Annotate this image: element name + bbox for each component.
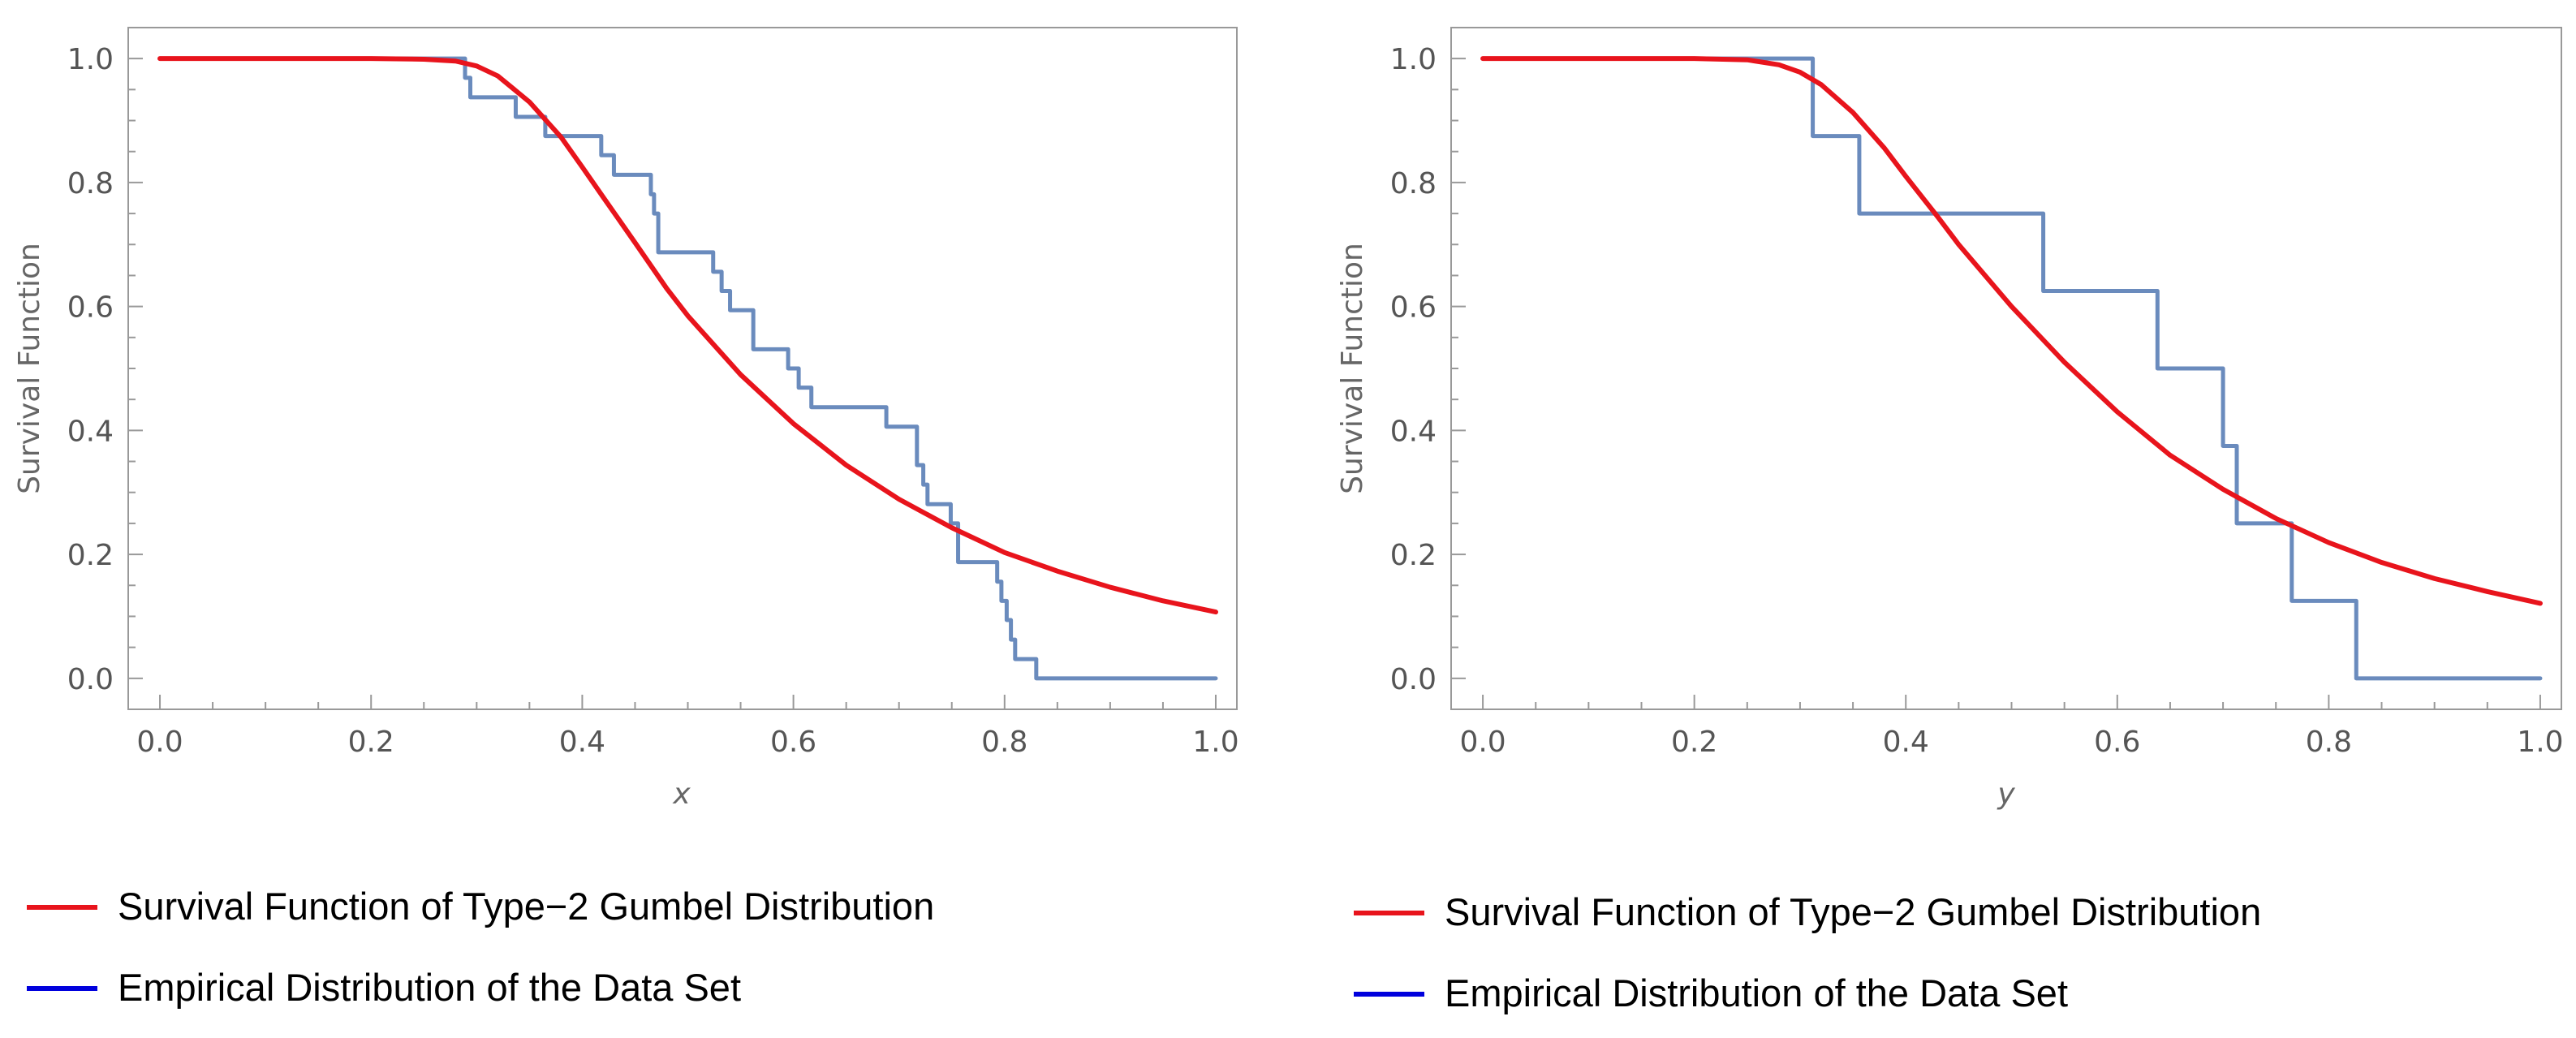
- x-tick-label: 0.8: [2306, 726, 2352, 759]
- legend-label-empirical-right: Empirical Distribution of the Data Set: [1445, 971, 2068, 1014]
- x-tick-label: 0.2: [1671, 726, 1717, 759]
- x-tick-label: 1.0: [1192, 726, 1238, 759]
- chart-left: 0.00.20.40.60.81.0 0.0 0.2 0.4 0.6 0.8 1.0 x …: [13, 27, 1239, 1009]
- series-line-empirical: [1480, 56, 2543, 681]
- y-ticks-left: 0.0 0.2 0.4 0.6 0.8 1.0: [67, 43, 143, 696]
- x-tick-label: 0.0: [136, 726, 183, 759]
- y-tick-label: 0.6: [67, 291, 114, 325]
- x-tick-label: 0.8: [981, 726, 1027, 759]
- legend-right: Survival Function of Type−2 Gumbel Distr…: [1354, 890, 2261, 1014]
- y-tick-label: 0.6: [1390, 291, 1437, 325]
- x-ticks-right: 0.0 0.2 0.4 0.6 0.8 1.0: [1459, 695, 2564, 759]
- x-axis-label-right: y: [1997, 777, 2015, 811]
- y-axis-label-right: Survival Function: [1336, 243, 1369, 494]
- y-axis-label-left: Survival Function: [13, 243, 46, 494]
- legend-label-gumbel-right: Survival Function of Type−2 Gumbel Distr…: [1445, 890, 2261, 933]
- y-tick-label: 0.4: [67, 415, 114, 448]
- x-tick-label: 0.6: [770, 726, 816, 759]
- x-tick-label: 0.2: [348, 726, 394, 759]
- x-tick-label: 0.4: [559, 726, 605, 759]
- y-tick-label: 1.0: [1390, 43, 1437, 76]
- y-tick-label: 0.0: [1390, 663, 1437, 696]
- plot-frame-left: [127, 27, 1238, 710]
- x-ticks-left: 0.0 0.2 0.4 0.6 0.8 1.0: [136, 695, 1239, 759]
- y-tick-label: 0.0: [67, 663, 114, 696]
- y-tick-label: 0.2: [67, 539, 114, 572]
- plot-frame-right: [1450, 27, 2562, 710]
- legend-label-empirical-left: Empirical Distribution of the Data Set: [118, 966, 741, 1009]
- y-tick-label: 0.8: [1390, 167, 1437, 200]
- legend-left: Survival Function of Type−2 Gumbel Distr…: [27, 885, 934, 1009]
- series-line-gumbel: [157, 56, 1218, 615]
- x-tick-label: 1.0: [2517, 726, 2563, 759]
- x-tick-label: 0.0: [1459, 726, 1506, 759]
- y-ticks-right: 0.0 0.2 0.4 0.6 0.8 1.0: [1390, 43, 1466, 696]
- x-axis-label-left: x: [672, 777, 691, 811]
- x-tick-label: 0.6: [2094, 726, 2140, 759]
- y-tick-label: 1.0: [67, 43, 114, 76]
- x-tick-label: 0.4: [1883, 726, 1929, 759]
- y-tick-label: 0.8: [67, 167, 114, 200]
- series-line-empirical: [157, 56, 1218, 681]
- series-line-gumbel: [1480, 56, 2543, 606]
- chart-right: 0.00.20.40.60.81.0 0.0 0.2 0.4 0.6 0.8 1.0 y …: [1336, 27, 2564, 1014]
- marks-left: [157, 56, 1218, 681]
- legend-label-gumbel-left: Survival Function of Type−2 Gumbel Distr…: [118, 885, 934, 928]
- marks-right: [1480, 56, 2543, 681]
- y-tick-label: 0.2: [1390, 539, 1437, 572]
- y-tick-label: 0.4: [1390, 415, 1437, 448]
